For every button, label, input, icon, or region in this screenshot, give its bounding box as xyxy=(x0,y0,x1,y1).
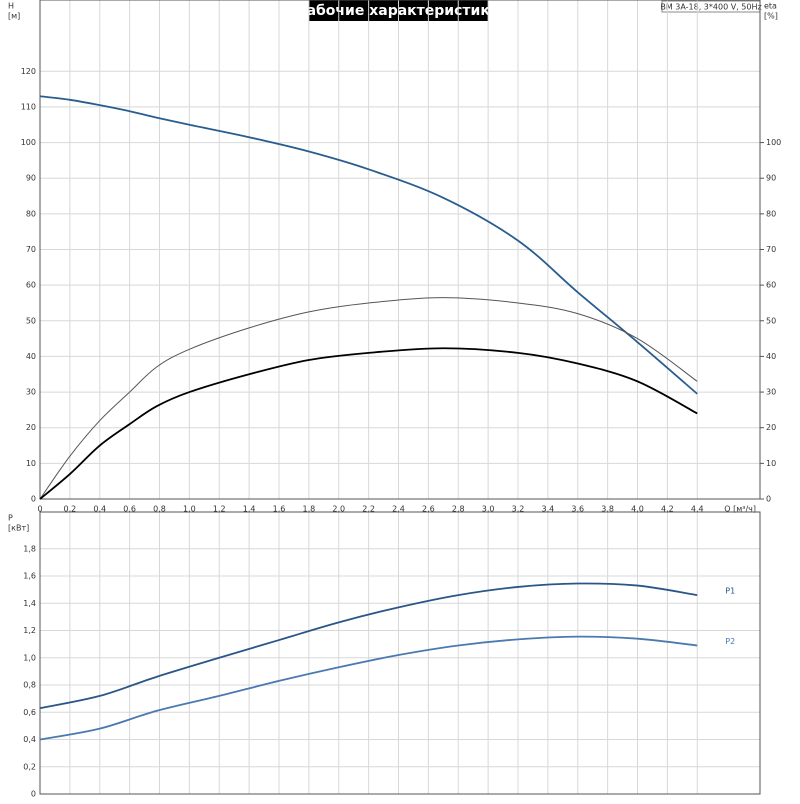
x-tick-label: 0,4 xyxy=(93,505,106,514)
series-line xyxy=(39,635,698,741)
x-tick-label: 0,6 xyxy=(123,505,136,514)
y-tick-label: 1,0 xyxy=(23,653,36,662)
x-axis-label: Q [м³/ч] xyxy=(724,505,756,514)
y-tick-label: 90 xyxy=(26,174,36,183)
x-tick-label: 2,4 xyxy=(392,505,405,514)
x-tick-label: 4,2 xyxy=(661,505,674,514)
x-tick-label: 2,0 xyxy=(332,505,345,514)
y-tick-label: 50 xyxy=(26,316,36,325)
plot-frame xyxy=(39,0,761,500)
y2-tick-label: 90 xyxy=(766,174,776,183)
x-tick-label: 3,6 xyxy=(571,505,584,514)
y-tick-label: 0 xyxy=(31,495,36,504)
x-tick-label: 1,0 xyxy=(183,505,196,514)
y2-tick-label: 70 xyxy=(766,245,776,254)
y-tick-label: 1,2 xyxy=(23,626,36,635)
series-line xyxy=(39,95,698,395)
y-tick-label: 0,4 xyxy=(23,735,36,744)
x-tick-label: 1,2 xyxy=(213,505,226,514)
chart-subtitle: BM 3A-18, 3*400 V, 50Hz xyxy=(660,3,761,12)
chart-title: Рабочие характеристики xyxy=(296,3,499,19)
y-tick-label: 110 xyxy=(21,102,36,111)
y-tick-label: 10 xyxy=(26,459,36,468)
y-tick-label: 120 xyxy=(21,67,36,76)
x-tick-label: 1,8 xyxy=(303,505,316,514)
y-tick-label: 40 xyxy=(26,352,36,361)
x-tick-label: 1,6 xyxy=(273,505,286,514)
x-tick-label: 2,8 xyxy=(452,505,465,514)
series-line xyxy=(39,347,698,500)
series-line xyxy=(39,582,698,710)
x-tick-label: 0,8 xyxy=(153,505,166,514)
x-tick-label: 3,8 xyxy=(601,505,614,514)
x-tick-label: 1,4 xyxy=(243,505,256,514)
y-tick-label: 20 xyxy=(26,423,36,432)
y-tick-label: 0 xyxy=(31,790,36,799)
y2-tick-label: 100 xyxy=(766,138,781,147)
y-tick-label: 0,8 xyxy=(23,681,36,690)
y2-tick-label: 10 xyxy=(766,459,776,468)
plot-frame xyxy=(39,511,761,795)
y2-tick-label: 30 xyxy=(766,388,776,397)
y-tick-label: 80 xyxy=(26,209,36,218)
y-tick-label: 1,4 xyxy=(23,599,36,608)
legend-label: P2 xyxy=(725,637,735,646)
x-tick-label: 3,0 xyxy=(482,505,495,514)
y-tick-label: 1,6 xyxy=(23,572,36,581)
x-tick-label: 2,2 xyxy=(362,505,375,514)
y2-tick-label: 60 xyxy=(766,281,776,290)
y2-tick-label: 40 xyxy=(766,352,776,361)
x-tick-label: 0 xyxy=(37,505,42,514)
x-tick-label: 3,2 xyxy=(512,505,525,514)
x-tick-label: 0,2 xyxy=(64,505,77,514)
x-tick-label: 3,4 xyxy=(542,505,555,514)
y-axis-label: P xyxy=(8,514,13,523)
y-axis-label: H xyxy=(8,2,14,11)
y2-tick-label: 50 xyxy=(766,316,776,325)
y-tick-label: 0,6 xyxy=(23,708,36,717)
series-line xyxy=(39,297,698,500)
x-tick-label: 4,0 xyxy=(631,505,644,514)
y2-tick-label: 20 xyxy=(766,423,776,432)
y2-tick-label: 0 xyxy=(766,495,771,504)
y-tick-label: 100 xyxy=(21,138,36,147)
y2-axis-label: eta xyxy=(764,2,777,11)
y-axis-unit: [м] xyxy=(8,12,20,21)
y-tick-label: 1,8 xyxy=(23,544,36,553)
x-tick-label: 4,4 xyxy=(691,505,704,514)
y-tick-label: 30 xyxy=(26,388,36,397)
y-tick-label: 70 xyxy=(26,245,36,254)
y-tick-label: 0,2 xyxy=(23,762,36,771)
y2-axis-unit: [%] xyxy=(764,12,778,21)
y-axis-unit: [кВт] xyxy=(8,524,29,533)
x-tick-label: 2,6 xyxy=(422,505,435,514)
y2-tick-label: 80 xyxy=(766,209,776,218)
y-tick-label: 60 xyxy=(26,281,36,290)
legend-label: P1 xyxy=(725,587,735,596)
